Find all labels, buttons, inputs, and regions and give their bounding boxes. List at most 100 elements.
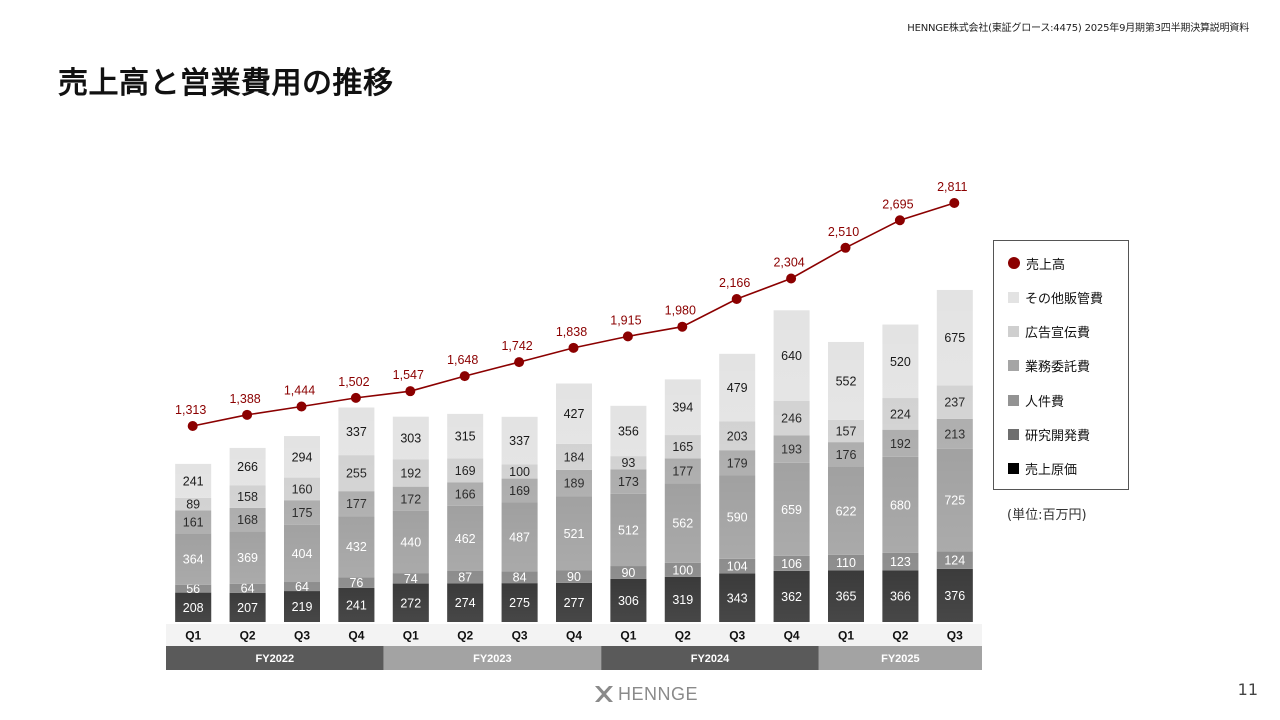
fiscal-year-band — [383, 646, 602, 670]
quarter-label: Q2 — [892, 629, 908, 643]
sales-value-label: 2,510 — [828, 225, 859, 239]
legend-dot-icon — [1008, 257, 1020, 269]
fiscal-year-label: FY2023 — [473, 653, 512, 665]
legend-label: 研究開発費 — [1025, 429, 1091, 444]
bar-fade — [556, 383, 592, 622]
legend-item: 売上原価 — [1008, 459, 1077, 479]
sales-value-label: 2,695 — [882, 197, 913, 211]
bar-stack-5: 27274440172192303 — [392, 416, 429, 622]
sales-value-label: 2,811 — [937, 180, 967, 194]
legend-swatch-icon — [1008, 429, 1019, 440]
sales-value-label: 1,915 — [610, 313, 641, 327]
sales-value-label: 1,838 — [556, 325, 587, 339]
bar-stack-11: 343104590179203479 — [719, 353, 756, 622]
bar-fade — [719, 353, 756, 622]
unit-note: (単位:百万円) — [1007, 508, 1087, 523]
henngе-logo-icon — [595, 686, 613, 702]
bar-stack-12: 362106659193246640 — [773, 310, 810, 622]
bar-stack-10: 319100562177165394 — [664, 379, 701, 622]
sales-value-label: 2,304 — [773, 255, 804, 269]
bar-fade — [501, 416, 538, 622]
bar-stack-9: 3069051217393356 — [610, 405, 647, 622]
sales-value-label: 2,166 — [719, 276, 750, 290]
bar-stack-8: 27790521189184427 — [556, 383, 592, 622]
bar-stack-15: 376124725213237675 — [936, 289, 973, 622]
bar-fade — [447, 413, 484, 622]
sales-value-label: 1,502 — [338, 375, 369, 389]
legend-label: その他販管費 — [1025, 291, 1104, 307]
legend-swatch-icon — [1008, 291, 1019, 303]
legend-item: その他販管費 — [1008, 287, 1103, 307]
quarter-label: Q1 — [185, 629, 201, 643]
quarter-label: Q1 — [620, 629, 636, 643]
sales-point — [350, 392, 361, 403]
quarter-label: Q3 — [729, 629, 745, 643]
sales-line-layer: 1,313 1,388 1,444 1,502 1,547 1,648 1,742 1,838… — [175, 180, 968, 431]
sales-point — [296, 401, 307, 412]
bar-fade — [338, 407, 375, 622]
page-number: 11 — [1237, 680, 1258, 699]
legend-swatch-icon — [1008, 463, 1019, 475]
sales-point — [514, 357, 525, 368]
sales-point — [568, 342, 579, 353]
legend-item: 業務委託費 — [1008, 356, 1090, 376]
logo-text: HENNGE — [618, 683, 699, 704]
legend-label: 売上高 — [1026, 257, 1066, 273]
sales-point — [459, 371, 470, 382]
quarter-label: Q2 — [675, 629, 691, 643]
sales-value-label: 1,742 — [501, 339, 532, 353]
header-note: HENNGE株式会社(東証グロース:4475) 2025年9月期第3四半期決算説… — [907, 23, 1249, 34]
legend-label: 人件費 — [1025, 394, 1065, 410]
bar-fade — [828, 341, 864, 622]
sales-value-label: 1,980 — [665, 304, 696, 318]
legend-item: 売上高 — [1008, 253, 1065, 273]
legend: 売上高その他販管費 広告宣伝費業務委託費人件費研究開発費売上原価 — [993, 240, 1129, 490]
quarter-label: Q1 — [403, 629, 419, 643]
bars-layer: 2085636416189241 20764369168158266 2196440… — [175, 289, 973, 622]
bar-fade — [392, 416, 429, 622]
sales-point — [677, 321, 688, 332]
bar-fade — [229, 447, 266, 622]
fiscal-year-label: FY2025 — [881, 653, 920, 665]
bar-stack-13: 365110622176157552 — [828, 341, 864, 622]
quarter-label: Q4 — [348, 629, 364, 643]
sales-value-label: 1,313 — [175, 403, 206, 417]
legend-swatch-icon — [1008, 360, 1019, 372]
sales-point — [840, 242, 851, 253]
bar-fade — [284, 436, 320, 622]
legend-swatch-icon — [1008, 394, 1019, 406]
sales-point — [786, 273, 797, 284]
legend-label: 広告宣伝費 — [1025, 326, 1091, 342]
fiscal-year-band — [166, 646, 384, 670]
legend-item: 人件費 — [1008, 390, 1064, 410]
bar-stack-2: 20764369168158266 — [229, 447, 266, 622]
sales-value-label: 1,388 — [229, 392, 260, 406]
quarter-row-bg — [166, 624, 982, 646]
sales-point — [622, 331, 633, 342]
quarter-label: Q2 — [457, 629, 473, 643]
legend-label: 売上原価 — [1025, 463, 1078, 479]
legend-item: 広告宣伝費 — [1008, 322, 1090, 342]
bar-fade — [610, 405, 647, 622]
sales-point — [894, 215, 905, 226]
bar-stack-1: 2085636416189241 — [175, 463, 212, 622]
sales-value-label: 1,648 — [447, 353, 478, 367]
fiscal-year-band — [601, 646, 819, 670]
sales-point — [731, 294, 742, 305]
quarter-label: Q3 — [294, 629, 310, 643]
quarter-label: Q2 — [240, 629, 256, 643]
page-title: 売上高と営業費用の推移 — [58, 66, 394, 101]
quarter-label: Q1 — [838, 629, 854, 643]
quarter-label: Q3 — [947, 629, 963, 643]
sales-point — [405, 386, 416, 397]
sales-value-label: 1,444 — [284, 383, 315, 397]
bar-fade — [175, 463, 212, 622]
legend-label: 業務委託費 — [1025, 360, 1091, 376]
bar-fade — [936, 289, 973, 622]
fiscal-year-band — [818, 646, 982, 670]
bar-stack-6: 27487462166169315 — [447, 413, 484, 622]
bar-fade — [773, 310, 810, 622]
quarter-label: Q3 — [512, 629, 528, 643]
bar-fade — [664, 379, 701, 622]
quarter-label: Q4 — [566, 629, 582, 643]
